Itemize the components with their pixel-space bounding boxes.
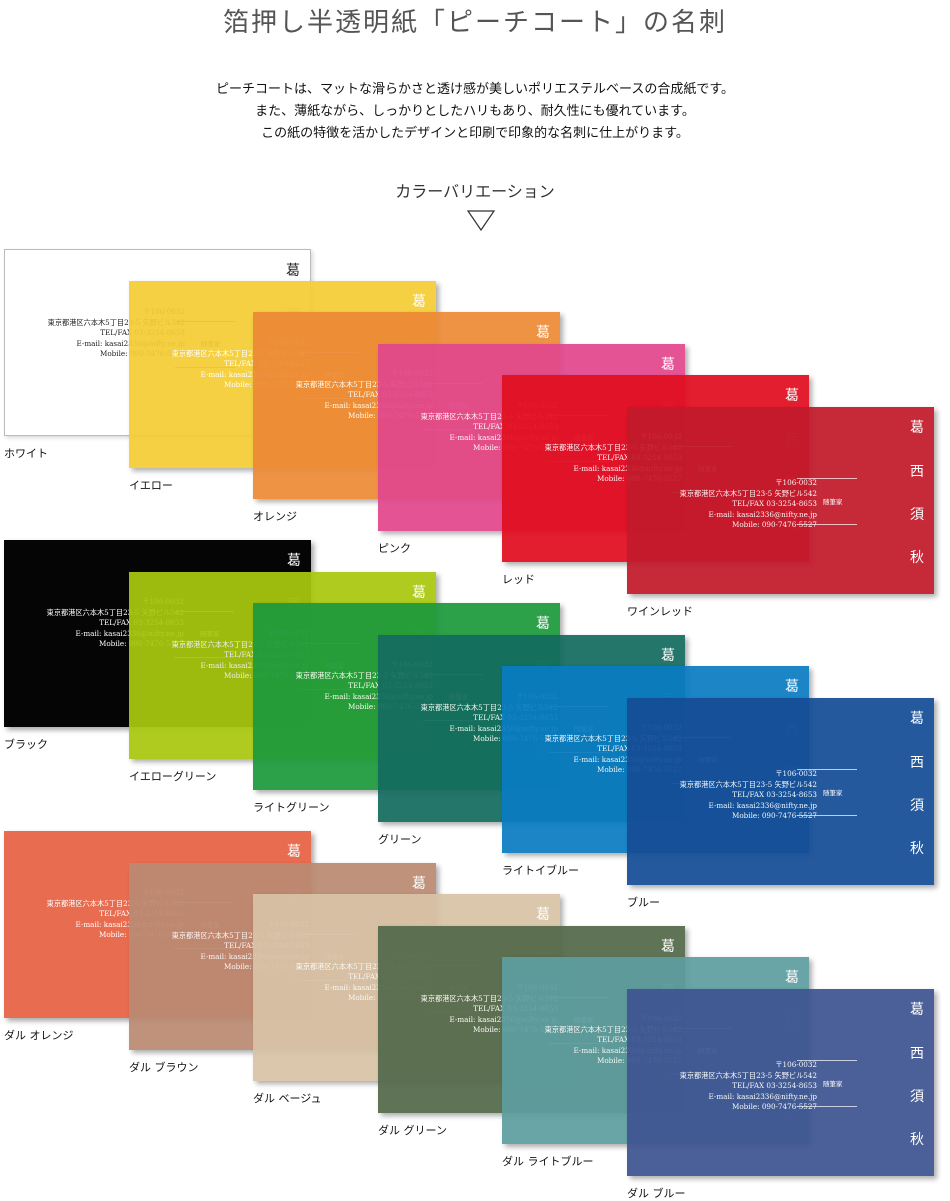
card-rule-bottom xyxy=(797,524,857,525)
card-name-char: 葛 xyxy=(910,1002,924,1018)
card-name-char: 葛 xyxy=(412,585,426,601)
card-name-char: 葛 xyxy=(536,616,550,632)
card-address: 東京都港区六本木5丁目23-5 矢野ビル542 xyxy=(544,1024,682,1034)
card-address: 東京都港区六本木5丁目23-5 矢野ビル542 xyxy=(295,379,433,389)
card-postal: 〒106-0032 xyxy=(775,769,817,778)
card-address: 東京都港区六本木5丁目23-5 矢野ビル542 xyxy=(46,607,184,617)
card-name-char: 葛 xyxy=(785,679,799,695)
card-rule-bottom xyxy=(797,1106,857,1107)
card-address: 東京都港区六本木5丁目23-5 矢野ビル542 xyxy=(679,488,817,498)
card-address: 東京都港区六本木5丁目23-5 矢野ビル542 xyxy=(171,348,309,358)
color-label: オレンジ xyxy=(253,510,297,523)
intro-line-3: この紙の特徴を活かしたデザインと印刷で印象的な名刺に仕上がります。 xyxy=(261,126,689,141)
card-name-char: 葛 xyxy=(661,648,675,664)
card-role: 随筆家 xyxy=(823,1080,843,1088)
card-name-char: 葛 xyxy=(287,553,301,569)
card-mobile: Mobile: 090-7476-5527 xyxy=(731,811,817,820)
card-address: 東京都港区六本木5丁目23-5 矢野ビル542 xyxy=(420,702,558,712)
card-postal: 〒106-0032 xyxy=(775,1060,817,1069)
card-rule-top xyxy=(797,478,857,479)
card-name-char: 葛 xyxy=(286,263,300,279)
card-rule-bottom xyxy=(797,815,857,816)
color-label: ライトグリーン xyxy=(253,801,330,814)
card-name-char: 秋 xyxy=(910,550,924,566)
card-role: 随筆家 xyxy=(823,789,843,797)
card-address: 東京都港区六本木5丁目23-5 矢野ビル542 xyxy=(544,733,682,743)
card-name-char: 葛 xyxy=(661,939,675,955)
color-label: ダル ブルー xyxy=(627,1187,686,1200)
color-label: ピンク xyxy=(378,542,411,555)
card-mobile: Mobile: 090-7476-5527 xyxy=(731,1102,817,1111)
card-name-char: 西 xyxy=(910,464,924,480)
card-name-char: 葛 xyxy=(287,844,301,860)
card-address: 東京都港区六本木5丁目23-5 矢野ビル542 xyxy=(46,898,184,908)
card-address: 東京都港区六本木5丁目23-5 矢野ビル542 xyxy=(679,779,817,789)
card-address: 東京都港区六本木5丁目23-5 矢野ビル542 xyxy=(295,670,433,680)
card-email: E-mail: kasai2336@nifty.ne.jp xyxy=(708,800,817,810)
color-label: ホワイト xyxy=(4,447,48,460)
card-tel: TEL/FAX 03-3254-8653 xyxy=(732,1081,817,1090)
card-name-char: 須 xyxy=(910,507,924,523)
color-label: グリーン xyxy=(378,833,422,846)
intro-text: ピーチコートは、マットな滑らかさと透け感が美しいポリエステルベースの合成紙です。… xyxy=(0,79,950,145)
card-name-char: 葛 xyxy=(412,294,426,310)
color-label: ダル ベージュ xyxy=(253,1092,322,1105)
color-variation-heading: カラーバリエーション xyxy=(395,182,555,201)
color-label: イエロー xyxy=(129,479,173,492)
card-name-char: 葛 xyxy=(412,876,426,892)
card-email: E-mail: kasai2336@nifty.ne.jp xyxy=(708,1091,817,1101)
color-label: ライトイブルー xyxy=(502,864,579,877)
card-name-char: 葛 xyxy=(536,325,550,341)
card-address: 東京都港区六本木5丁目23-5 矢野ビル542 xyxy=(171,930,309,940)
intro-line-2: また、薄紙ながら、しっかりとしたハリもあり、耐久性にも優れています。 xyxy=(255,104,695,119)
page-title: 箔押し半透明紙「ピーチコート」の名刺 xyxy=(222,8,727,38)
card-postal: 〒106-0032 xyxy=(775,478,817,487)
color-label: ブルー xyxy=(627,896,660,909)
card-address: 東京都港区六本木5丁目23-5 矢野ビル542 xyxy=(420,411,558,421)
card-name-char: 葛 xyxy=(910,420,924,436)
card-name-char: 葛 xyxy=(785,970,799,986)
card-address: 東京都港区六本木5丁目23-5 矢野ビル542 xyxy=(295,961,433,971)
card-name-char: 葛 xyxy=(785,388,799,404)
card-tel: TEL/FAX 03-3254-8653 xyxy=(732,790,817,799)
triangle-down-outline-icon xyxy=(467,210,495,232)
card-name-char: 葛 xyxy=(661,357,675,373)
card-name-char: 西 xyxy=(910,1046,924,1062)
intro-line-1: ピーチコートは、マットな滑らかさと透け感が美しいポリエステルベースの合成紙です。 xyxy=(215,82,735,97)
card-name-char: 西 xyxy=(910,755,924,771)
color-label: イエローグリーン xyxy=(129,770,217,783)
card-name-char: 葛 xyxy=(910,711,924,727)
color-label: ダル ライトブルー xyxy=(502,1155,594,1168)
card-name-char: 須 xyxy=(910,798,924,814)
color-label: ダル ブラウン xyxy=(129,1061,199,1074)
card-rule-top xyxy=(797,1060,857,1061)
color-label: ダル オレンジ xyxy=(4,1029,74,1042)
card-email: E-mail: kasai2336@nifty.ne.jp xyxy=(708,509,817,519)
card-address: 東京都港区六本木5丁目23-5 矢野ビル542 xyxy=(171,639,309,649)
card-address: 東京都港区六本木5丁目23-5 矢野ビル542 xyxy=(679,1070,817,1080)
card-rule-top xyxy=(797,769,857,770)
color-label: ブラック xyxy=(4,738,48,751)
color-label: ダル グリーン xyxy=(378,1124,447,1137)
card-name-char: 須 xyxy=(910,1089,924,1105)
card-name-char: 秋 xyxy=(910,1132,924,1148)
card-tel: TEL/FAX 03-3254-8653 xyxy=(732,499,817,508)
card-address: 東京都港区六本木5丁目23-5 矢野ビル542 xyxy=(544,442,682,452)
card-role: 随筆家 xyxy=(823,498,843,506)
card-address: 東京都港区六本木5丁目23-5 矢野ビル542 xyxy=(420,993,558,1003)
card-mobile: Mobile: 090-7476-5527 xyxy=(731,520,817,529)
color-label: レッド xyxy=(502,573,535,586)
card-name-char: 秋 xyxy=(910,841,924,857)
card-name-char: 葛 xyxy=(536,907,550,923)
card-address: 東京都港区六本木5丁目23-5 矢野ビル542 xyxy=(47,317,185,327)
color-label: ワインレッド xyxy=(627,605,693,618)
